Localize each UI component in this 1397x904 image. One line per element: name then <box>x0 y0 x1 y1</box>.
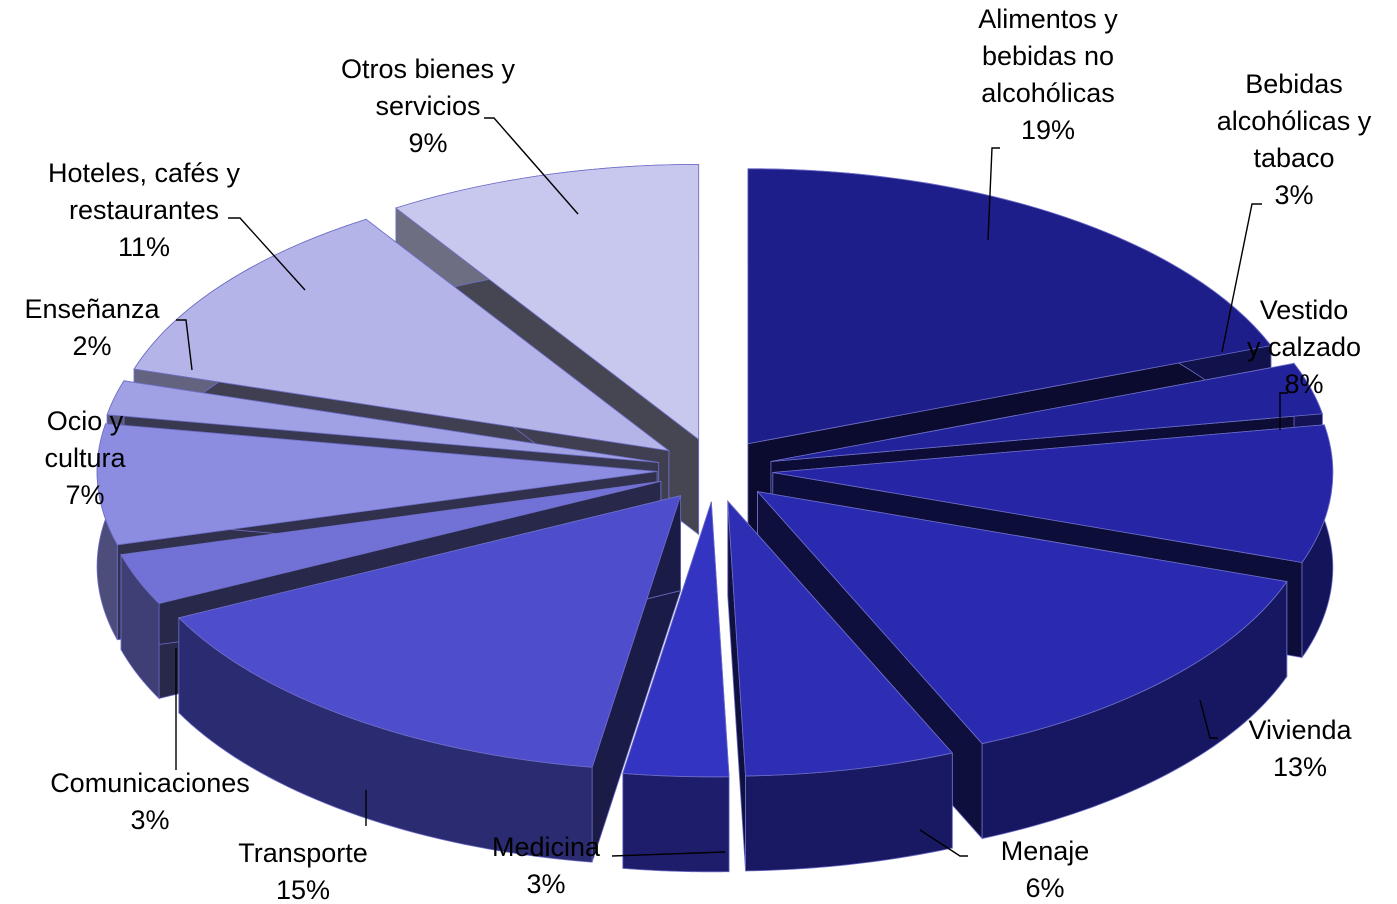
leader-line-11 <box>228 217 306 291</box>
slice-side <box>622 772 730 873</box>
slice-name-line: Hoteles, cafés y <box>48 158 241 188</box>
leader-line-1 <box>987 147 1000 241</box>
slice-name-line: Medicina <box>492 832 601 862</box>
leader-lines <box>175 117 1288 857</box>
slice-name-line: tabaco <box>1253 143 1334 173</box>
leader-line-4 <box>1199 699 1218 739</box>
slice-top <box>727 499 954 777</box>
slice-percent: 6% <box>1025 873 1064 903</box>
slice-label-6: Medicina 3% <box>492 832 601 899</box>
slice-name-line: Enseñanza <box>24 294 160 324</box>
slice-name-line: Alimentos y <box>978 4 1118 34</box>
slice-label-3: Vestido y calzado 8% <box>1247 295 1361 399</box>
slice-percent: 13% <box>1273 752 1327 782</box>
slice-name-line: Vivienda <box>1248 715 1352 745</box>
slice-label-12: Otros bienes y servicios 9% <box>341 54 516 158</box>
slice-name-line: Transporte <box>238 838 368 868</box>
slice-name-line: servicios <box>375 91 480 121</box>
slice-top <box>106 380 659 463</box>
leader-line-5 <box>919 829 968 857</box>
slice-percent: 11% <box>118 232 170 262</box>
slice-percent: 2% <box>72 331 111 361</box>
slice-labels: Alimentos y bebidas no alcohólicas 19% Bebid… <box>24 4 1371 904</box>
slice-name-line: Ocio y <box>47 406 124 436</box>
slice-top <box>133 218 670 452</box>
slice-percent: 19% <box>1021 115 1075 145</box>
leader-line-2 <box>1221 203 1262 353</box>
slice-label-7: Transporte 15% <box>238 838 368 904</box>
slice-top <box>770 362 1323 462</box>
slice-top <box>622 501 730 778</box>
slice-percent: 9% <box>408 128 447 158</box>
slice-percent: 8% <box>1284 369 1323 399</box>
slice-label-4: Vivienda 13% <box>1248 715 1352 782</box>
leader-line-6 <box>611 851 726 857</box>
slice-name-line: Otros bienes y <box>341 54 516 84</box>
slice-name-line: Vestido <box>1260 295 1349 325</box>
slice-percent: 3% <box>1274 180 1313 210</box>
slice-top <box>772 424 1334 563</box>
pie-slice-6 <box>622 501 730 873</box>
slice-name-line: Bebidas <box>1245 69 1343 99</box>
pie-slice-7 <box>178 495 682 863</box>
slice-name-line: Menaje <box>1001 836 1090 866</box>
slice-percent: 7% <box>65 480 104 510</box>
slice-name-line: Comunicaciones <box>50 768 250 798</box>
slice-top <box>747 168 1272 445</box>
slice-percent: 15% <box>276 875 330 904</box>
slice-label-10: Enseñanza 2% <box>24 294 160 361</box>
slice-top <box>395 163 700 441</box>
slice-name-line: alcohólicas y <box>1217 106 1372 136</box>
slice-label-9: Ocio y cultura 7% <box>44 406 126 510</box>
pie-slices <box>96 163 1334 873</box>
slice-label-2: Bebidas alcohólicas y tabaco 3% <box>1217 69 1372 210</box>
leader-line-10 <box>176 319 193 371</box>
slice-percent: 3% <box>526 869 565 899</box>
slice-top <box>120 480 661 604</box>
leader-line-12 <box>484 117 579 215</box>
slice-label-1: Alimentos y bebidas no alcohólicas 19% <box>978 4 1118 145</box>
slice-top <box>178 495 682 768</box>
slice-name-line: restaurantes <box>69 195 219 225</box>
slice-top <box>756 491 1288 745</box>
slice-name-line: cultura <box>44 443 126 473</box>
slice-name-line: y calzado <box>1247 332 1361 362</box>
slice-percent: 3% <box>130 805 169 835</box>
pie-slice-5 <box>727 499 954 872</box>
slice-label-8: Comunicaciones 3% <box>50 768 250 835</box>
slice-top <box>96 423 658 546</box>
slice-label-5: Menaje 6% <box>1001 836 1090 903</box>
slice-name-line: alcohólicas <box>981 78 1115 108</box>
leader-line-3 <box>1279 392 1288 430</box>
slice-label-11: Hoteles, cafés y restaurantes 11% <box>48 158 241 262</box>
slice-name-line: bebidas no <box>982 41 1114 71</box>
